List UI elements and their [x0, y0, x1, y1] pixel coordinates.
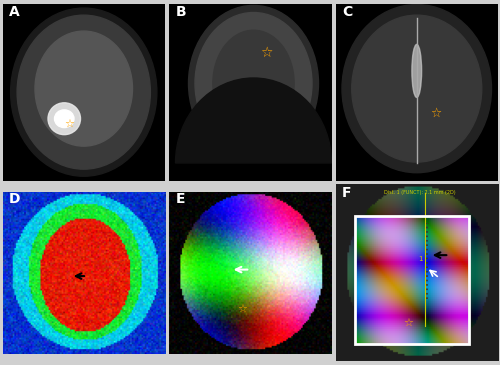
Text: ☆: ☆ — [430, 107, 442, 120]
Ellipse shape — [54, 110, 74, 128]
Ellipse shape — [35, 31, 132, 146]
Text: 1: 1 — [418, 255, 422, 262]
Text: D: D — [9, 192, 20, 206]
Text: ☆: ☆ — [404, 318, 413, 327]
Text: A: A — [9, 5, 20, 19]
Ellipse shape — [342, 4, 492, 173]
Ellipse shape — [412, 45, 422, 97]
Bar — [355, 216, 469, 344]
Text: Dist. 1 (FUNCT): 2.1 mm (2D): Dist. 1 (FUNCT): 2.1 mm (2D) — [384, 190, 456, 195]
Text: ☆: ☆ — [237, 304, 247, 314]
Text: B: B — [176, 5, 186, 19]
Ellipse shape — [352, 15, 482, 162]
Wedge shape — [176, 78, 332, 163]
Text: C: C — [342, 5, 352, 19]
Text: E: E — [176, 192, 185, 206]
Ellipse shape — [213, 30, 294, 137]
Text: ☆: ☆ — [64, 119, 74, 129]
Ellipse shape — [48, 103, 80, 135]
Ellipse shape — [17, 15, 150, 169]
Ellipse shape — [195, 12, 312, 154]
Text: ☆: ☆ — [260, 46, 273, 60]
Ellipse shape — [188, 5, 318, 161]
Text: F: F — [342, 186, 351, 200]
Ellipse shape — [10, 8, 157, 176]
